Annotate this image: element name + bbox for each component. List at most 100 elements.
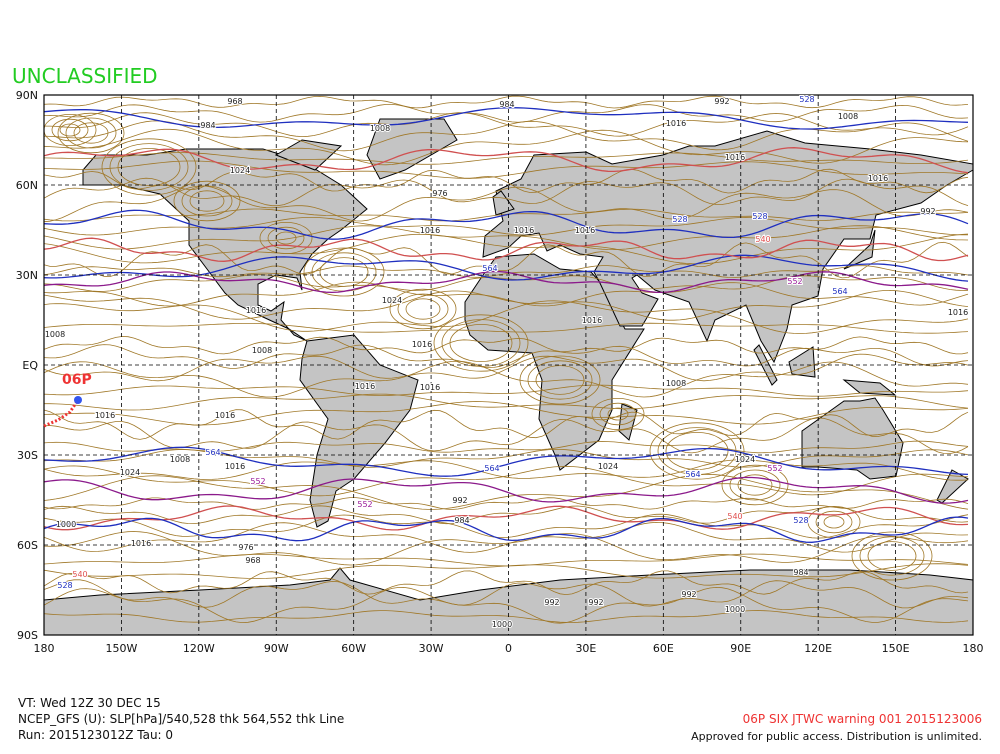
- run-info: Run: 2015123012Z Tau: 0: [18, 728, 173, 742]
- isobar: [43, 289, 969, 321]
- isobar: [43, 168, 969, 194]
- isobar: [43, 265, 969, 278]
- contour-label: 552: [250, 477, 265, 486]
- lon-label: 30W: [419, 642, 444, 655]
- contour-label: 564: [484, 464, 499, 473]
- isobar: [43, 344, 969, 369]
- lat-label: 30S: [17, 449, 38, 462]
- contour-label: 992: [920, 207, 935, 216]
- contour-label: 984: [454, 516, 469, 525]
- isobar: [43, 505, 969, 525]
- contour-label: 1008: [666, 379, 686, 388]
- isobar: [43, 459, 969, 481]
- madagascar: [618, 403, 638, 441]
- contour-label: 1016: [246, 306, 266, 315]
- lon-label: 90W: [264, 642, 289, 655]
- contour-label: 564: [482, 264, 497, 273]
- isobar: [43, 216, 969, 236]
- isobar-cell: [441, 319, 521, 367]
- lon-label: 60E: [653, 642, 674, 655]
- contour-label: 1024: [230, 166, 250, 175]
- isobar: [43, 281, 969, 307]
- contour-label: 1008: [838, 112, 858, 121]
- contour-label: 528: [752, 212, 767, 221]
- thickness-line: [43, 270, 969, 294]
- isobar-cell: [721, 464, 789, 506]
- lat-label: 60S: [17, 539, 38, 552]
- isobar: [43, 225, 969, 251]
- japan: [843, 229, 876, 270]
- storm-label: 06P: [62, 372, 92, 388]
- isobar-cell: [181, 185, 233, 217]
- isobar-cell: [433, 314, 529, 372]
- storm-marker: 06P: [43, 372, 92, 428]
- isobar: [43, 449, 969, 468]
- isobar-cell: [389, 288, 457, 330]
- map-frame: [43, 94, 974, 636]
- thickness-line: [43, 107, 969, 130]
- isobar-cell: [267, 226, 305, 250]
- lat-label: 90S: [17, 629, 38, 642]
- contour-label: 968: [245, 556, 260, 565]
- classification: UNCLASSIFIED: [12, 64, 158, 88]
- arctic-island: [274, 139, 343, 171]
- contour-label: 540: [755, 235, 770, 244]
- contour-label: 1008: [370, 124, 390, 133]
- isobar: [43, 152, 969, 165]
- isobar-cell: [527, 360, 593, 400]
- isobar: [43, 128, 969, 166]
- thickness-line: [43, 476, 969, 504]
- thickness-line: [43, 147, 969, 174]
- lon-label: 150W: [105, 642, 137, 655]
- valid-time: VT: Wed 12Z 30 DEC 15: [18, 696, 161, 710]
- isobar-cell: [109, 143, 189, 191]
- isobar: [43, 521, 969, 553]
- isobar-cell: [649, 422, 745, 480]
- contour-label: 1000: [56, 520, 76, 529]
- isobar: [43, 610, 969, 623]
- contour-label: 1024: [382, 296, 402, 305]
- isobar-cell: [737, 474, 773, 496]
- isobar-cell: [319, 257, 369, 287]
- isobar: [43, 185, 969, 223]
- south-america: [299, 334, 419, 528]
- contour-label: 992: [544, 598, 559, 607]
- isobar-cell: [815, 510, 853, 534]
- isobar-cell: [117, 147, 181, 186]
- storm-position: [74, 396, 82, 404]
- isobar-cell: [449, 323, 513, 362]
- isobar-cell: [729, 469, 781, 501]
- contour-label: 564: [205, 448, 220, 457]
- lat-label: 90N: [16, 89, 38, 102]
- contour-label: 552: [787, 277, 802, 286]
- isobar: [43, 579, 969, 609]
- contour-label: 1016: [868, 174, 888, 183]
- contour-label: 1016: [948, 308, 968, 317]
- isobar: [43, 473, 969, 510]
- isobar-cell: [859, 536, 925, 576]
- isobar: [43, 563, 969, 579]
- contour-label: 1000: [725, 605, 745, 614]
- lon-label: 150E: [882, 642, 910, 655]
- isobar-cell: [823, 515, 845, 529]
- contour-label: 1016: [575, 226, 595, 235]
- contour-label: 1016: [412, 340, 432, 349]
- isobar-cell: [519, 355, 601, 405]
- borneo: [788, 346, 816, 378]
- contour-label: 1000: [492, 620, 512, 629]
- model-description: NCEP_GFS (U): SLP[hPa]/540,528 thk 564,5…: [18, 712, 344, 726]
- contour-label: 992: [681, 590, 696, 599]
- isobar: [43, 417, 969, 455]
- warning: 06P SIX JTWC warning 001 2015123006: [743, 712, 982, 726]
- contour-label: 1008: [252, 346, 272, 355]
- contour-label: 1008: [45, 330, 65, 339]
- contour-label: 1024: [598, 462, 618, 471]
- contour-label: 1016: [131, 539, 151, 548]
- lon-label: 60W: [341, 642, 366, 655]
- release-note: Approved for public access. Distribution…: [691, 730, 982, 743]
- isobar: [44, 393, 969, 411]
- isobar-cell: [591, 397, 645, 430]
- isobar: [43, 384, 969, 397]
- isobar: [43, 531, 969, 566]
